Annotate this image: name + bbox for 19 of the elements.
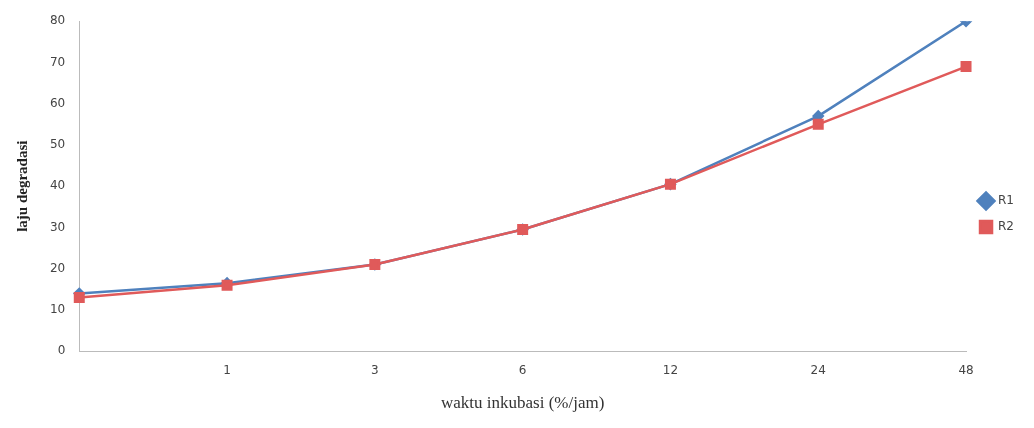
y-tick-label: 30 [49,219,66,234]
y-tick-label: 60 [49,95,66,110]
x-tick-label: 12 [662,362,679,377]
y-tick-label: 50 [49,137,66,152]
y-tick-label: 70 [49,54,66,69]
y-tick-label: 10 [49,302,66,317]
y-tick-label: 80 [49,13,66,28]
x-axis-title: waktu inkubasi (%/jam) [440,393,605,413]
x-tick-label: 1 [223,362,231,377]
x-tick-label: 48 [958,362,974,377]
x-tick-label: 24 [810,362,826,377]
y-tick-label: 20 [49,260,66,275]
x-tick-label: 6 [518,362,527,377]
legend-label: R1 [998,193,1015,208]
y-tick-label: 0 [57,343,66,358]
y-axis-title: laju degradasi [13,140,30,232]
legend-label: R2 [998,219,1015,234]
x-tick-label: 3 [371,362,379,377]
y-tick-label: 40 [49,178,66,193]
